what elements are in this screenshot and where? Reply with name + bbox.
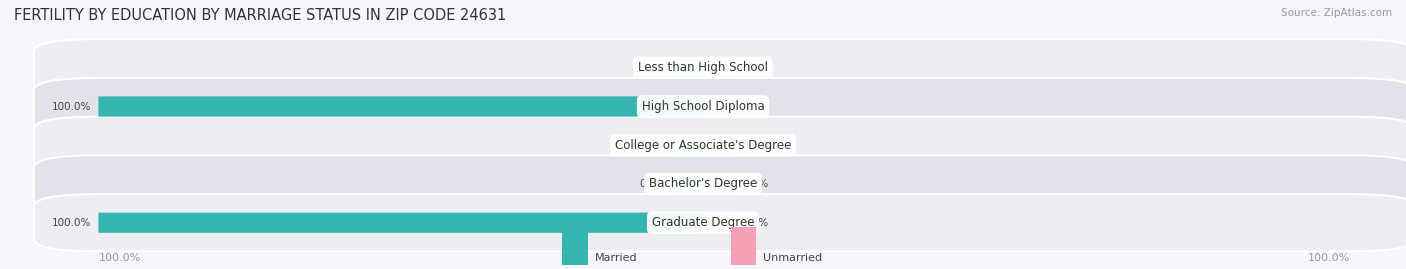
Text: 0.0%: 0.0% (742, 218, 769, 228)
Text: Unmarried: Unmarried (763, 253, 823, 263)
Text: 0.0%: 0.0% (742, 101, 769, 112)
Text: 100.0%: 100.0% (1308, 253, 1350, 263)
Text: 0.0%: 0.0% (640, 179, 666, 189)
Text: Married: Married (595, 253, 637, 263)
Text: Bachelor's Degree: Bachelor's Degree (650, 178, 756, 190)
Text: Source: ZipAtlas.com: Source: ZipAtlas.com (1281, 8, 1392, 18)
Text: 100.0%: 100.0% (98, 253, 141, 263)
Text: Less than High School: Less than High School (638, 61, 768, 74)
Text: College or Associate's Degree: College or Associate's Degree (614, 139, 792, 152)
Text: Graduate Degree: Graduate Degree (652, 216, 754, 229)
Text: FERTILITY BY EDUCATION BY MARRIAGE STATUS IN ZIP CODE 24631: FERTILITY BY EDUCATION BY MARRIAGE STATU… (14, 8, 506, 23)
Text: High School Diploma: High School Diploma (641, 100, 765, 113)
Text: 0.0%: 0.0% (742, 140, 769, 150)
Text: 0.0%: 0.0% (640, 140, 666, 150)
Text: 0.0%: 0.0% (640, 63, 666, 73)
Text: 0.0%: 0.0% (742, 179, 769, 189)
Text: 0.0%: 0.0% (742, 63, 769, 73)
Text: 100.0%: 100.0% (52, 218, 91, 228)
Text: 100.0%: 100.0% (52, 101, 91, 112)
